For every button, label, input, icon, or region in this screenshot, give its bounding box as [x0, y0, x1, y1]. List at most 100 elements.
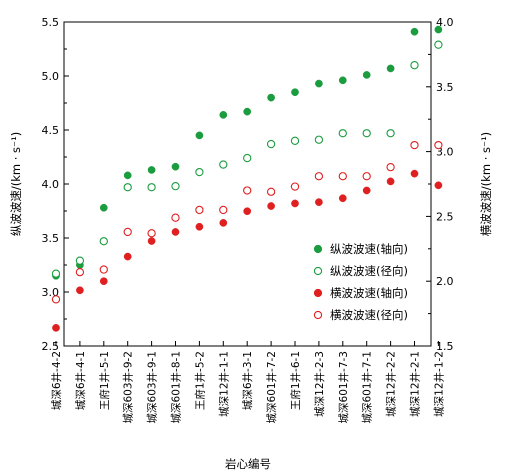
x-tick-label: 王府1井-5-1 [98, 351, 111, 410]
data-point [123, 227, 132, 237]
x-tick-label: 王府1井-6-1 [289, 351, 302, 410]
data-point [147, 229, 156, 238]
legend-marker [313, 244, 323, 254]
data-point [51, 269, 61, 278]
data-point [338, 172, 347, 181]
data-point [195, 222, 204, 231]
data-point [315, 79, 323, 88]
right-tick-label: 3.5 [436, 81, 454, 94]
left-tick-label: 2.5 [42, 340, 60, 353]
x-tick-label: 城深6井-4-2 [50, 351, 63, 410]
data-point [123, 183, 132, 192]
data-point [386, 64, 395, 73]
x-tick-label: 王府1井-5-2 [193, 351, 206, 410]
data-point [99, 265, 108, 274]
x-tick-label: 城深603井-9-1 [146, 351, 159, 423]
right-tick-label: 1.5 [436, 340, 454, 353]
data-point [219, 205, 228, 215]
x-tick-label: 城深12井-2-2 [385, 351, 398, 417]
data-point [243, 107, 252, 116]
x-tick-label: 城深601井-7-3 [337, 351, 350, 423]
data-point [52, 324, 60, 332]
legend-label: 横波波速(轴向) [330, 286, 408, 300]
left-tick-label: 4.5 [42, 124, 60, 137]
data-point [147, 183, 156, 192]
right-axis: 1.5 2.0 2.5 3.0 3.5 4.0 [426, 16, 454, 353]
data-point [243, 153, 252, 163]
data-point [338, 76, 347, 85]
data-point [195, 131, 204, 140]
data-point [195, 167, 204, 177]
data-point [362, 129, 371, 138]
data-point [267, 93, 275, 102]
data-point [410, 169, 419, 178]
data-point [434, 140, 443, 150]
x-tick-label: 城深12井-1-1 [217, 351, 230, 417]
x-tick-label: 城深601井-7-1 [361, 351, 374, 423]
data-point [123, 252, 132, 261]
left-tick-label: 5.5 [42, 16, 60, 29]
x-axis-label: 岩心编号 [225, 457, 271, 471]
legend-label: 纵波波速(轴向) [330, 242, 408, 256]
legend-marker [313, 266, 323, 276]
data-point [99, 203, 108, 212]
data-point [410, 61, 419, 70]
data-point [314, 135, 324, 144]
data-point [171, 228, 180, 236]
data-point [99, 237, 108, 246]
data-point [386, 163, 395, 172]
left-tick-label: 3.5 [42, 232, 60, 245]
data-point [147, 166, 156, 174]
legend: 纵波波速(轴向) 纵波波速(径向) 横波波速(轴向) 横波波速(径向) [313, 242, 408, 322]
x-tick-label: 城深12井-1-2 [432, 351, 445, 417]
left-axis: 2.53.03.54.04.55.05.5 [42, 16, 69, 353]
x-tick-label: 城深601井-7-2 [265, 351, 278, 423]
x-tick-label: 城深601井-8-1 [170, 351, 183, 423]
data-point [338, 129, 347, 138]
data-point [434, 181, 443, 190]
data-point [147, 237, 156, 245]
data-point [243, 207, 252, 216]
right-tick-label: 2.0 [436, 275, 454, 288]
legend-marker [313, 288, 323, 298]
data-point [75, 267, 85, 277]
data-point [314, 172, 324, 181]
data-point [171, 182, 180, 191]
data-point [362, 71, 371, 79]
legend-label: 横波波速(径向) [330, 308, 408, 322]
data-point [434, 25, 443, 34]
data-point [434, 40, 443, 49]
data-point [338, 194, 347, 203]
data-point [386, 129, 395, 138]
data-point [219, 160, 228, 169]
right-tick-label: 3.0 [436, 146, 454, 159]
data-points [51, 25, 443, 332]
data-point [266, 139, 276, 149]
data-point [51, 295, 61, 304]
data-point [219, 219, 228, 227]
data-point [315, 198, 323, 206]
left-tick-label: 4.0 [42, 178, 60, 191]
data-point [386, 177, 395, 186]
right-tick-label: 4.0 [436, 16, 454, 29]
left-tick-label: 5.0 [42, 70, 60, 83]
data-point [123, 171, 132, 180]
x-tick-label: 城深12井-2-3 [313, 351, 326, 417]
data-point [267, 202, 275, 210]
legend-marker [313, 310, 323, 320]
y-axis-label-right: 横波波速/(km · s⁻¹) [479, 132, 493, 236]
data-point [362, 172, 371, 181]
data-point [290, 136, 300, 145]
right-tick-label: 2.5 [436, 210, 454, 223]
x-tick-label: 城深603井-9-2 [122, 351, 135, 423]
data-point [75, 256, 85, 265]
data-point [362, 186, 371, 195]
x-tick-label: 城深6井-4-1 [74, 351, 87, 410]
data-point [171, 213, 180, 222]
data-point [219, 111, 228, 119]
data-point [410, 140, 419, 150]
legend-label: 纵波波速(径向) [330, 264, 408, 278]
data-point [291, 88, 299, 97]
data-point [291, 199, 299, 208]
